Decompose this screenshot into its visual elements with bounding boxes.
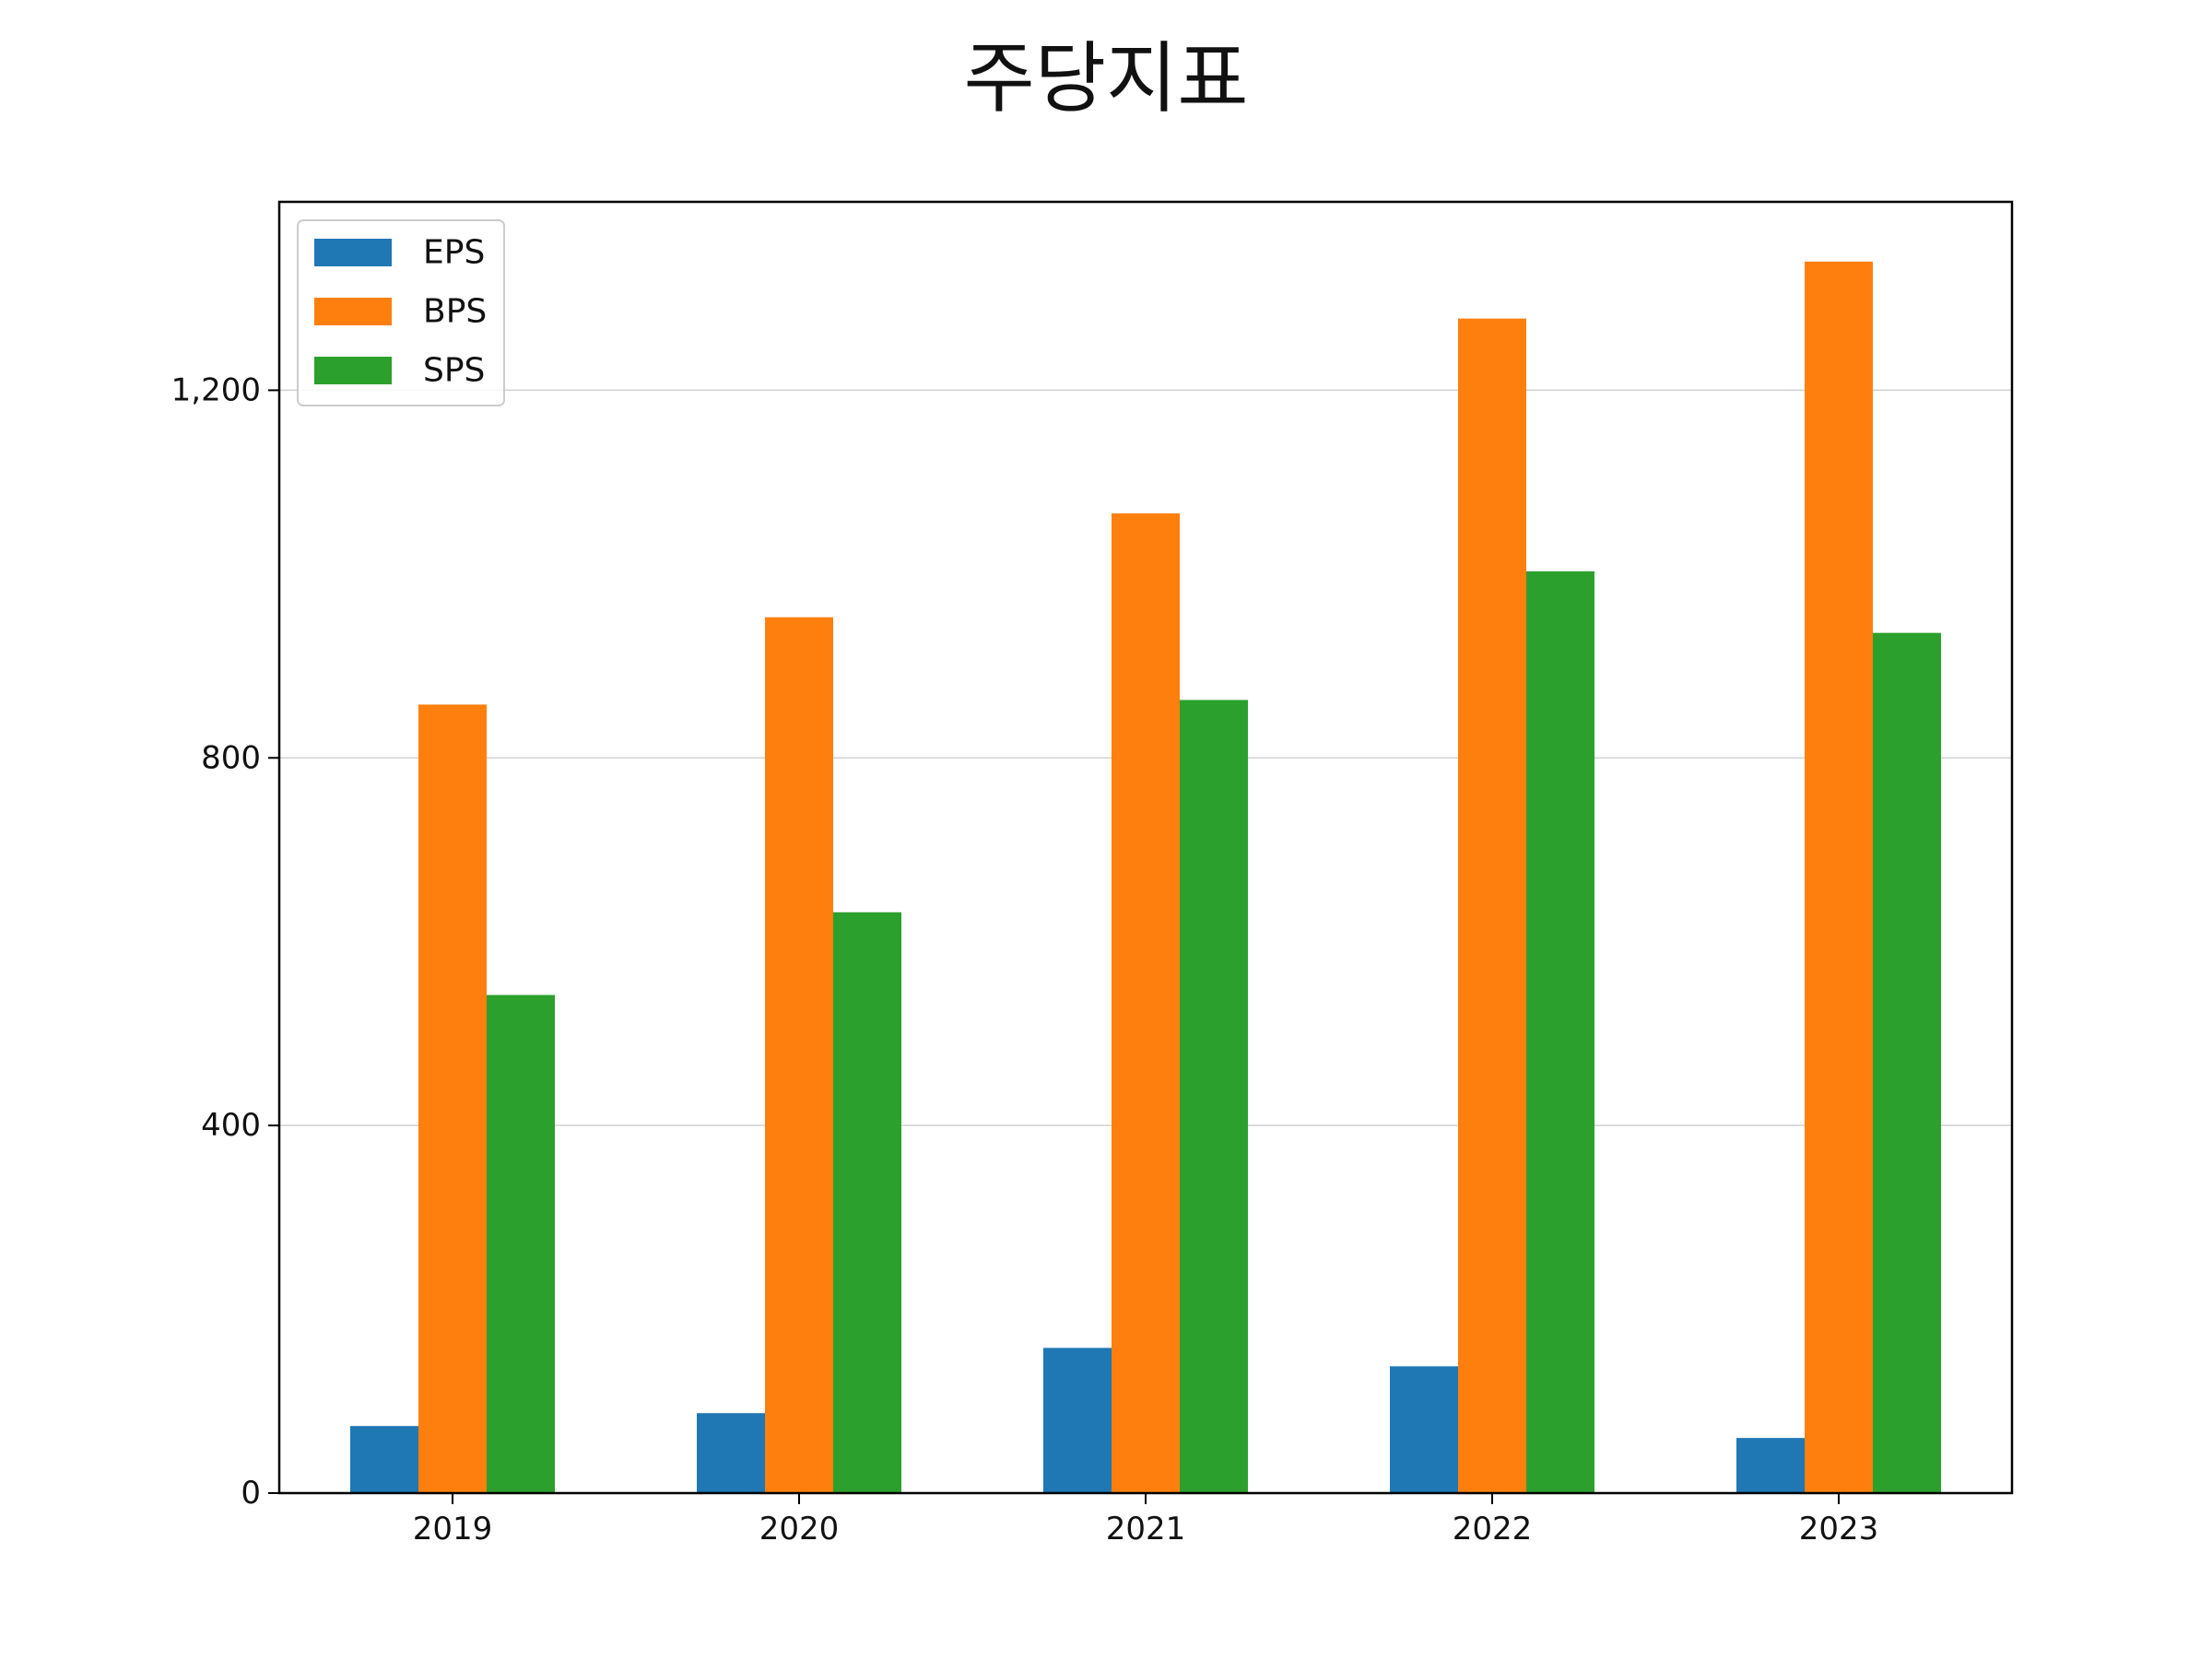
x-tick-label: 2020 xyxy=(759,1511,840,1547)
bars xyxy=(350,261,1941,1493)
bar-eps-2022 xyxy=(1390,1366,1458,1493)
legend-label-sps: SPS xyxy=(423,352,485,390)
x-tick-label: 2021 xyxy=(1106,1511,1186,1547)
y-tick-label: 800 xyxy=(201,739,261,776)
bar-eps-2023 xyxy=(1736,1438,1805,1493)
bar-sps-2020 xyxy=(833,912,901,1493)
bar-bps-2022 xyxy=(1458,318,1526,1493)
bar-eps-2020 xyxy=(697,1413,765,1493)
legend-swatch-eps xyxy=(314,239,392,266)
bar-sps-2023 xyxy=(1873,632,1941,1493)
legend: EPS BPS SPS xyxy=(297,219,505,406)
x-tick-label: 2022 xyxy=(1453,1511,1533,1547)
chart-title: 주당지표 xyxy=(963,33,1249,124)
legend-label-bps: BPS xyxy=(423,293,487,331)
bar-sps-2022 xyxy=(1526,571,1594,1493)
bar-eps-2021 xyxy=(1043,1347,1112,1493)
bar-sps-2019 xyxy=(487,994,555,1493)
bar-sps-2021 xyxy=(1180,700,1248,1493)
y-tick-label: 400 xyxy=(201,1107,261,1144)
bar-bps-2019 xyxy=(418,704,487,1493)
x-tick-label: 2019 xyxy=(413,1511,493,1547)
legend-swatch-sps xyxy=(314,357,392,384)
bar-bps-2023 xyxy=(1805,261,1873,1493)
legend-label-eps: EPS xyxy=(423,234,485,272)
y-tick-label: 0 xyxy=(241,1475,261,1512)
bar-bps-2020 xyxy=(765,617,833,1493)
x-tick-label: 2023 xyxy=(1799,1511,1879,1547)
axes: 0 400 800 1,200 2019 2020 2021 2022 2023 xyxy=(171,371,1879,1547)
bar-bps-2021 xyxy=(1112,513,1180,1493)
legend-swatch-bps xyxy=(314,298,392,325)
y-tick-label: 1,200 xyxy=(171,371,261,408)
bar-eps-2019 xyxy=(350,1426,418,1493)
